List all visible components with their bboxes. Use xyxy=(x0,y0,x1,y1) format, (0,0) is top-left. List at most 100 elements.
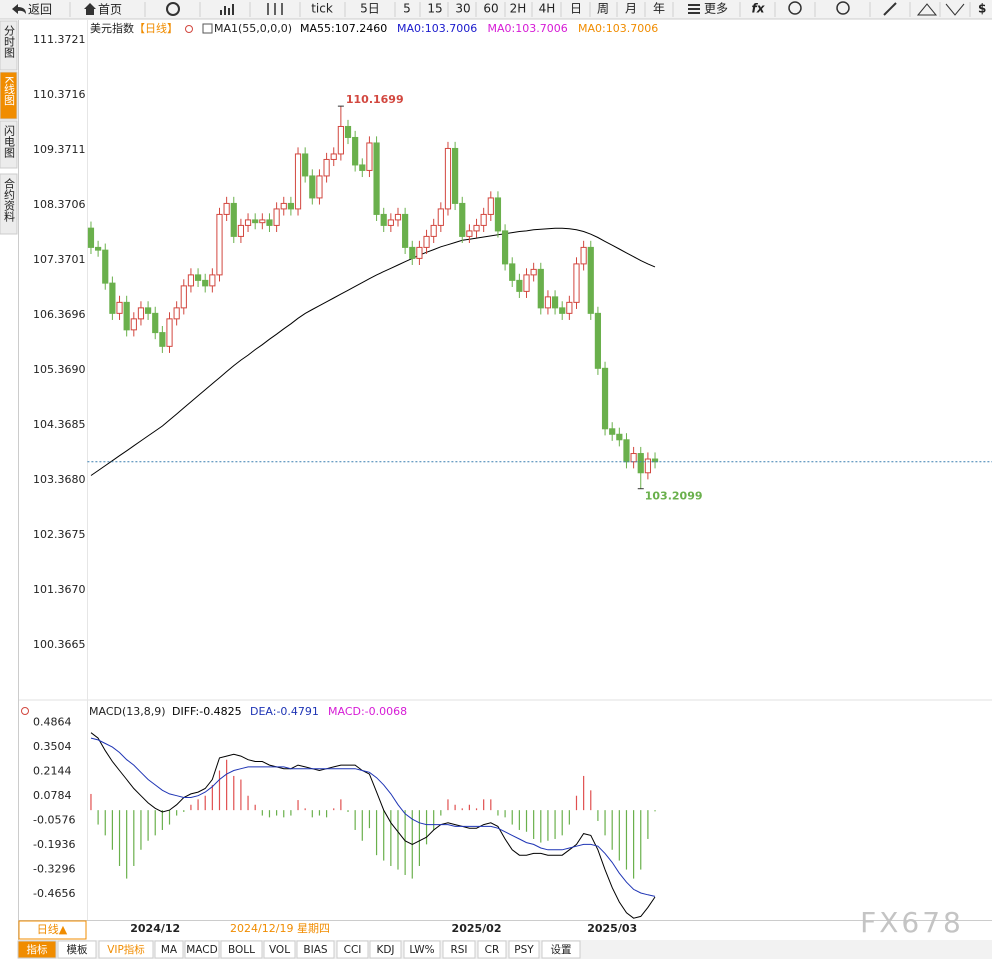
indicator-tab[interactable] xyxy=(263,940,296,959)
side-tab[interactable] xyxy=(0,173,18,235)
macd-settings-icon[interactable] xyxy=(21,707,29,715)
indicator-tab-label: VOL xyxy=(269,944,290,956)
period-button[interactable]: 2H xyxy=(510,2,527,16)
y-tick-label: 0.3504 xyxy=(33,740,72,753)
y-tick-label: 103.3680 xyxy=(33,473,86,486)
indicator-tab[interactable] xyxy=(442,940,476,959)
candle-body xyxy=(259,219,266,224)
indicator-tab-label: MA xyxy=(161,944,178,956)
indicator-tab[interactable] xyxy=(154,940,184,959)
period-button[interactable]: 日 xyxy=(570,2,582,16)
y-tick-label: 0.2144 xyxy=(33,765,72,778)
candle-body xyxy=(594,312,602,369)
up-icon[interactable] xyxy=(916,3,938,16)
period-button[interactable]: 15 xyxy=(427,2,442,16)
settings-icon[interactable] xyxy=(185,25,193,33)
candle-body xyxy=(452,147,459,204)
zoom-in-icon[interactable] xyxy=(836,1,850,15)
indicator-tab-label: KDJ xyxy=(376,944,394,956)
candle-body xyxy=(609,428,616,435)
candle-body xyxy=(580,246,587,265)
indicator-tab[interactable] xyxy=(98,940,154,959)
candle-body xyxy=(559,307,566,314)
back-button[interactable]: 返回 xyxy=(28,3,52,17)
more-button[interactable]: 更多 xyxy=(704,2,728,16)
period-button[interactable]: 60 xyxy=(483,2,498,16)
down-icon[interactable] xyxy=(945,3,965,16)
indicator-tab-label: CCI xyxy=(344,944,362,956)
indicator-tab[interactable] xyxy=(508,940,540,959)
candle-body xyxy=(551,296,559,309)
period-label: 【日线】 xyxy=(134,21,178,35)
side-tab[interactable] xyxy=(0,120,18,169)
candle-body xyxy=(337,125,344,155)
dollar-button[interactable]: $ xyxy=(978,2,986,16)
x-tick-label: 2024/12 xyxy=(130,922,180,935)
candles-icon[interactable] xyxy=(267,3,283,15)
candle-body xyxy=(430,224,437,237)
y-tick-label: 111.3721 xyxy=(33,33,86,46)
indicator-tab[interactable] xyxy=(369,940,402,959)
candle-body xyxy=(537,268,544,309)
side-tab[interactable] xyxy=(0,71,18,120)
candle-body xyxy=(566,301,573,314)
indicator-tab[interactable] xyxy=(296,940,335,959)
candle-body xyxy=(309,175,316,199)
candle-body xyxy=(280,202,287,210)
candle-body xyxy=(637,453,644,474)
y-tick-label: 105.3690 xyxy=(33,363,86,376)
candle-body xyxy=(437,208,444,226)
candle-body xyxy=(159,332,166,347)
candle-body xyxy=(587,246,594,314)
period-button[interactable]: 月 xyxy=(625,2,637,16)
indicator-tab[interactable] xyxy=(336,940,369,959)
period-button[interactable]: 5 xyxy=(403,2,411,16)
period-button[interactable]: 周 xyxy=(597,2,609,16)
candle-body xyxy=(130,318,137,331)
period-button[interactable]: 30 xyxy=(455,2,470,16)
candle-body xyxy=(366,142,373,171)
toolbar-items: 返回 首页 tick 5日 5 15 30 60 2H 4H 日 周 月 年 更多 fx $ xyxy=(12,1,986,17)
y-tick-label: -0.4656 xyxy=(33,887,75,900)
candle-body xyxy=(273,208,280,226)
period-selector[interactable] xyxy=(18,920,87,940)
indicator-tab[interactable] xyxy=(541,940,581,959)
y-tick-label: -0.3296 xyxy=(33,863,75,876)
indicator-tab[interactable] xyxy=(403,940,441,959)
legend-entry: DEA:-0.4791 xyxy=(250,705,319,718)
candle-body xyxy=(202,279,209,287)
candle-body xyxy=(144,307,152,314)
candle-body xyxy=(344,125,352,138)
home-button[interactable]: 首页 xyxy=(98,3,122,17)
period-button[interactable]: 4H xyxy=(539,2,556,16)
candle-body xyxy=(123,301,130,331)
indicator-tab-label: VIP指标 xyxy=(107,943,145,956)
candle-body xyxy=(487,197,494,215)
period-selector-label: 日线▲ xyxy=(37,922,68,936)
indicator-tab[interactable] xyxy=(184,940,220,959)
period-button[interactable]: 年 xyxy=(653,2,665,16)
candle-body xyxy=(387,219,394,226)
fx-button[interactable]: fx xyxy=(752,2,766,16)
indicator-tab-label: MACD xyxy=(186,944,217,956)
draw-icon[interactable] xyxy=(883,2,897,16)
indicator-tab[interactable] xyxy=(17,940,57,959)
period-button[interactable]: 5日 xyxy=(360,2,380,16)
indicator-tab[interactable] xyxy=(477,940,507,959)
bars-icon[interactable] xyxy=(220,4,234,15)
indicator-checkbox[interactable] xyxy=(202,23,213,34)
y-tick-label: 0.4864 xyxy=(33,716,72,729)
indicator-tab[interactable] xyxy=(220,940,263,959)
y-tick-label: 110.3716 xyxy=(33,88,86,101)
zoom-out-icon[interactable] xyxy=(788,1,802,15)
candle-body xyxy=(244,219,252,226)
tick-button[interactable]: tick xyxy=(311,2,333,16)
indicator-tab[interactable] xyxy=(57,940,97,959)
candle-body xyxy=(152,312,159,334)
side-tab[interactable] xyxy=(0,20,18,71)
refresh-icon[interactable] xyxy=(166,2,180,16)
indicator-label: MA1(55,0,0,0) xyxy=(214,22,292,35)
indicator-tab-label: BOLL xyxy=(228,944,255,956)
y-tick-label: 108.3706 xyxy=(33,198,86,211)
